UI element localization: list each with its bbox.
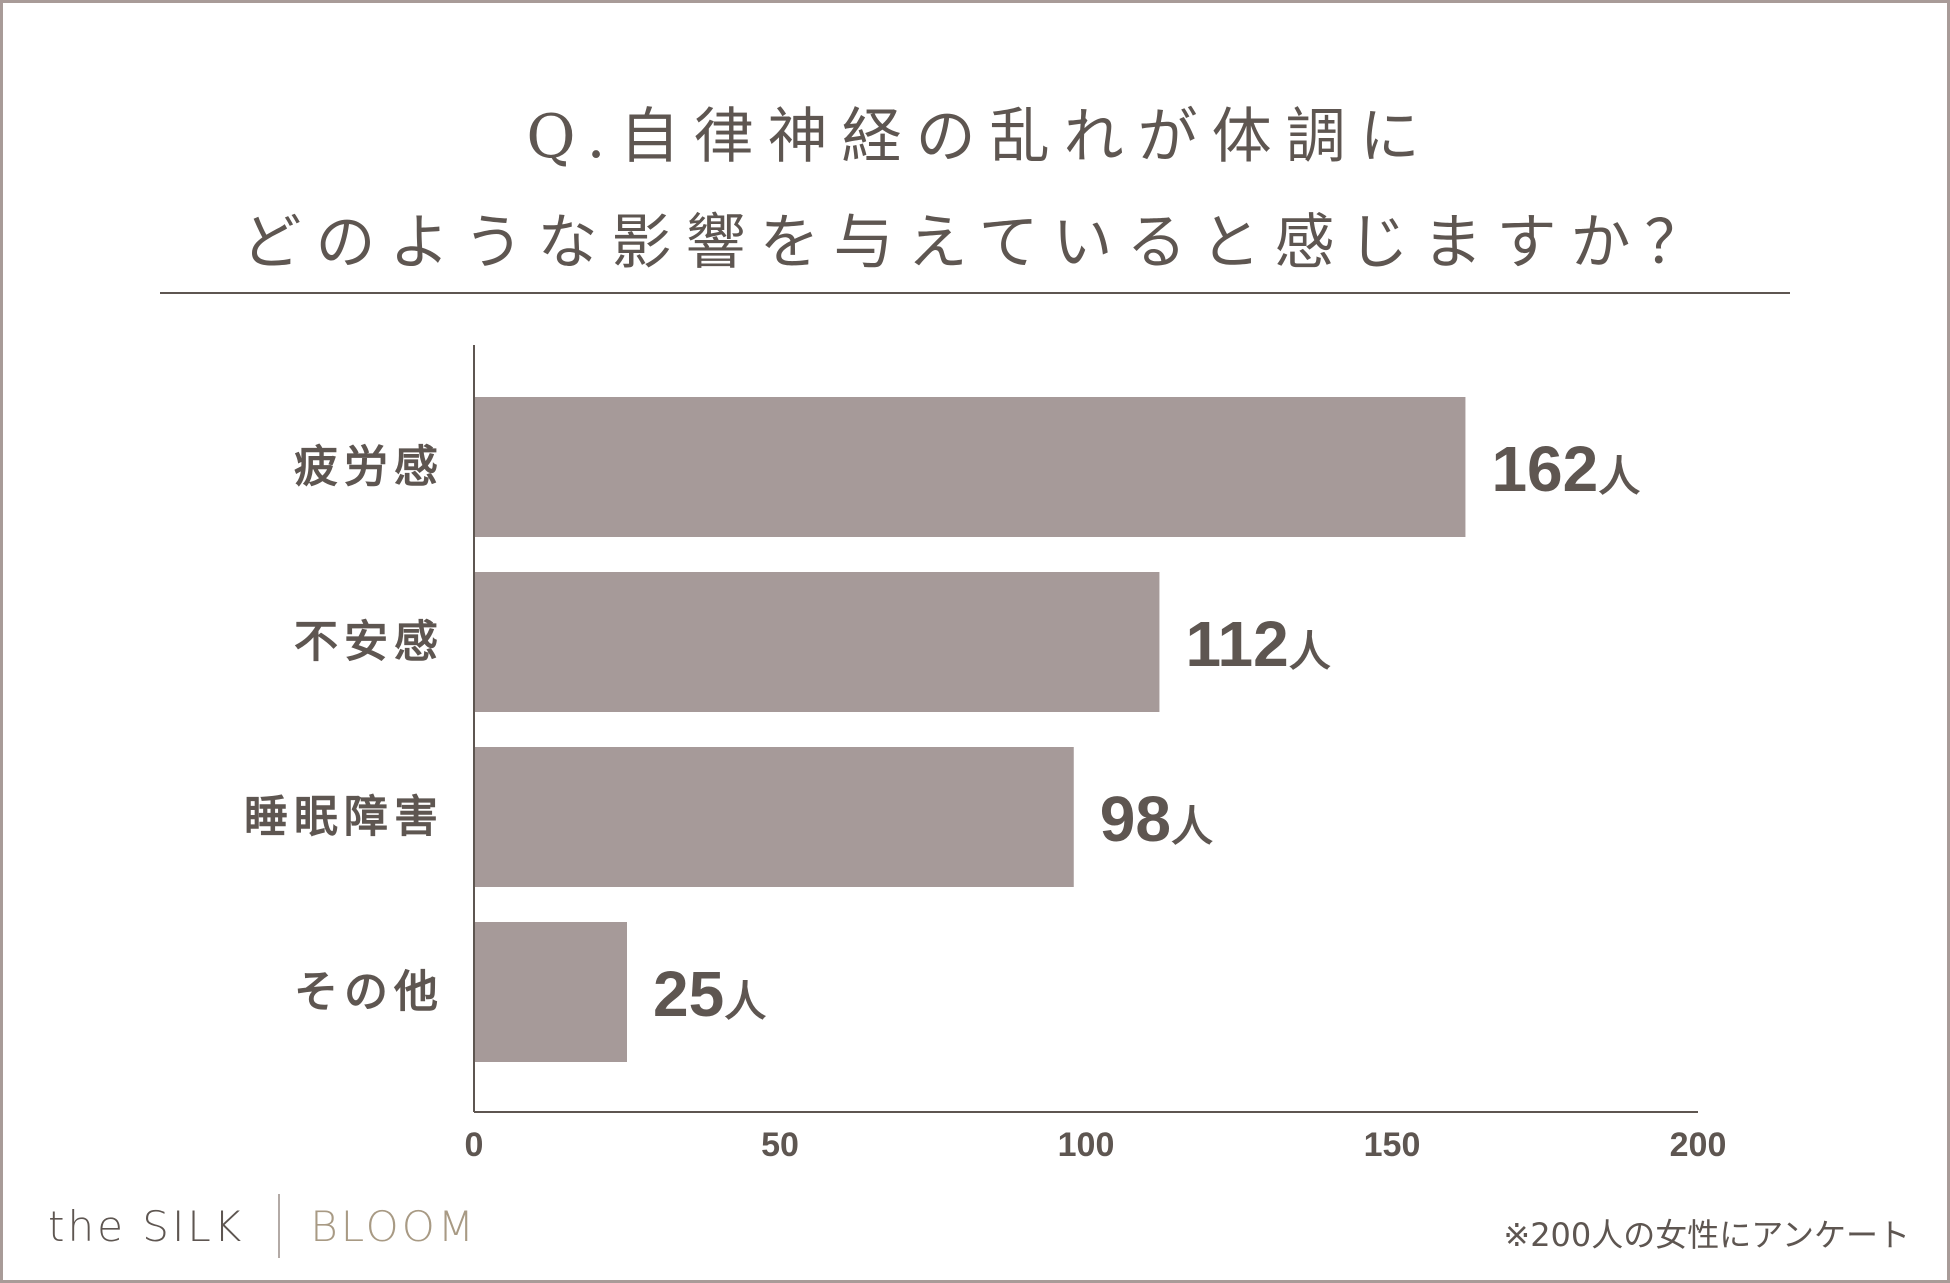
category-label-2: 不安感 [294,617,444,668]
value-label-4: 25人 [653,958,766,1030]
x-tick-label-3: 100 [1058,1126,1115,1164]
x-tick-label-5: 200 [1670,1126,1727,1164]
brand-name-primary: the SILK [48,1201,245,1251]
category-label-4: その他 [294,967,444,1018]
value-label-1: 162人 [1491,433,1640,505]
x-tick-label-2: 50 [761,1126,799,1164]
bar-3 [474,747,1074,887]
brand-logo: the SILK BLOOM [48,1194,478,1258]
title-line-1: Q.自律神経の乱れが体調に [526,102,1434,172]
title-line-2: どのような影響を与えていると感じますか？ [241,208,1719,278]
x-tick-label-1: 0 [465,1126,484,1164]
survey-footnote: ※200人の女性にアンケート [1503,1216,1910,1254]
bar-1 [474,397,1466,537]
value-label-3: 98人 [1100,783,1213,855]
category-label-3: 睡眠障害 [244,792,444,843]
chart-title: Q.自律神経の乱れが体調に どのような影響を与えていると感じますか？ [160,84,1800,296]
value-label-2: 112人 [1185,608,1330,680]
brand-divider [278,1194,281,1258]
title-divider [160,292,1790,294]
brand-name-secondary: BLOOM [310,1201,478,1251]
x-tick-label-4: 150 [1364,1126,1421,1164]
category-label-1: 疲労感 [294,442,444,493]
bar-4 [474,922,627,1062]
bar-2 [474,572,1160,712]
